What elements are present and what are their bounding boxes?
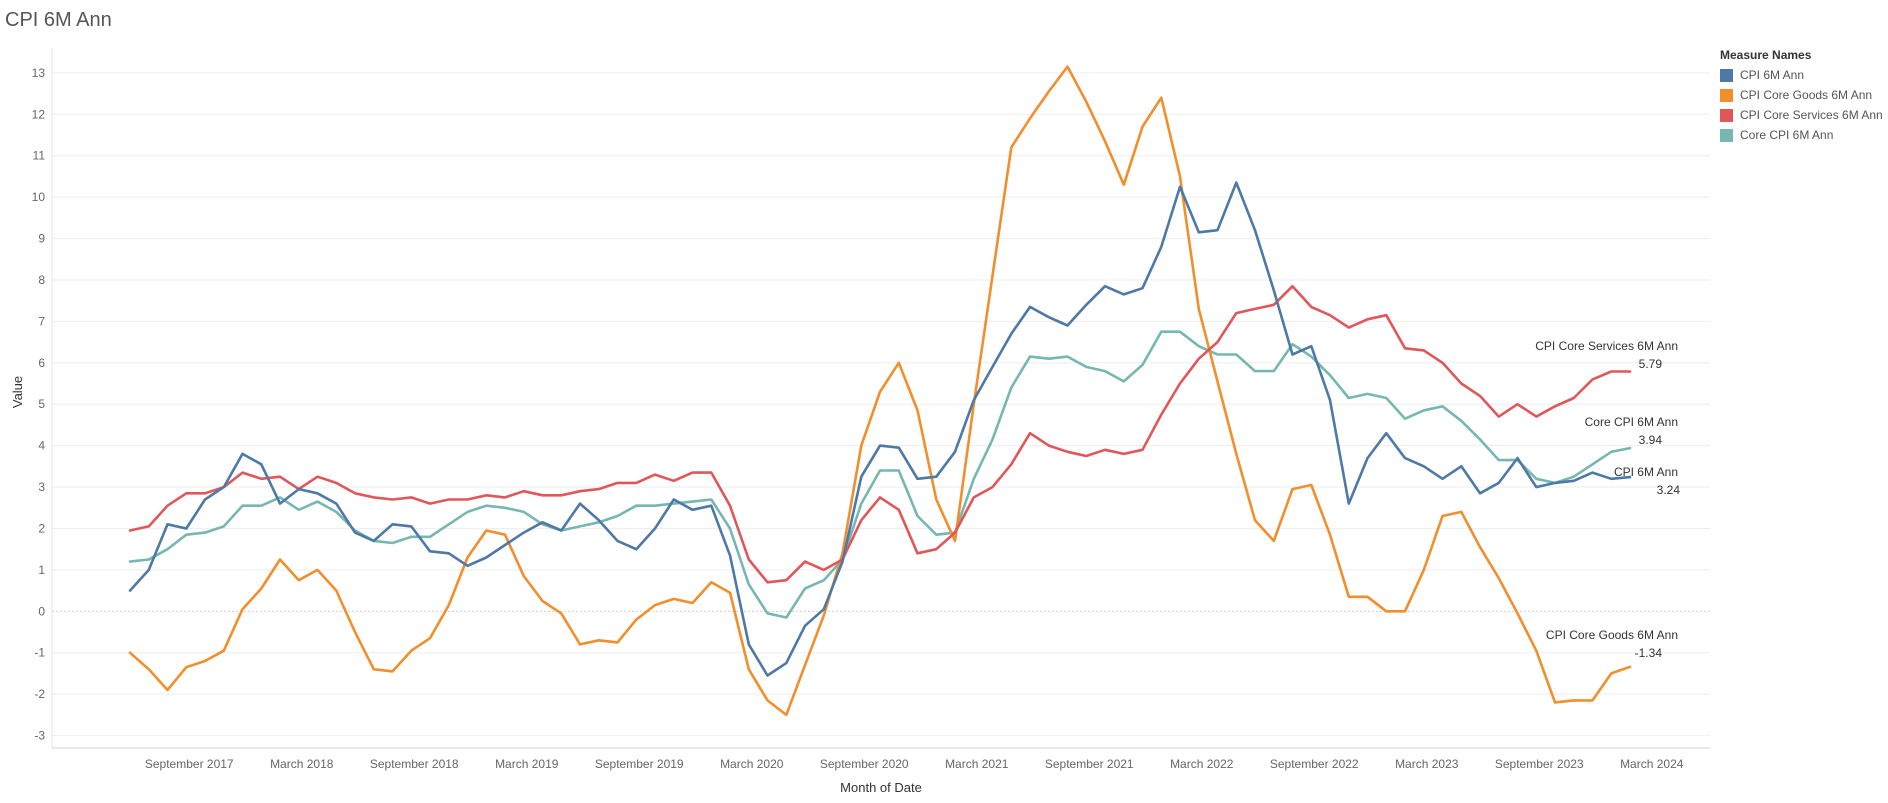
end-label-name: CPI Core Goods 6M Ann xyxy=(1546,628,1678,642)
legend-item[interactable]: CPI Core Services 6M Ann xyxy=(1720,105,1885,125)
end-label-value: 5.79 xyxy=(1639,357,1663,371)
x-tick-label: September 2017 xyxy=(145,757,234,771)
y-tick-label: -3 xyxy=(34,729,45,743)
legend-swatch xyxy=(1720,88,1733,102)
y-tick-label: 7 xyxy=(38,314,45,328)
legend-item[interactable]: CPI Core Goods 6M Ann xyxy=(1720,85,1885,105)
legend-title: Measure Names xyxy=(1720,48,1812,62)
legend-label: CPI 6M Ann xyxy=(1740,68,1805,82)
grid xyxy=(52,72,1710,737)
series-lines xyxy=(128,65,1632,717)
y-tick-label: 11 xyxy=(33,149,46,163)
legend-swatch xyxy=(1720,128,1733,142)
x-tick-label: March 2019 xyxy=(495,757,559,771)
y-tick-label: 2 xyxy=(38,521,45,535)
end-label-name: CPI 6M Ann xyxy=(1614,465,1678,479)
y-tick-label: 13 xyxy=(32,66,46,80)
y-tick-label: 9 xyxy=(38,232,45,246)
chart-title: CPI 6M Ann xyxy=(5,9,112,31)
x-tick-label: March 2018 xyxy=(270,757,334,771)
series-line-2 xyxy=(128,284,1632,584)
legend: Measure Names CPI 6M Ann CPI Core Goods 6… xyxy=(1720,48,1885,145)
x-tick-label: March 2021 xyxy=(945,757,1009,771)
legend-swatch xyxy=(1720,108,1733,122)
legend-label: Core CPI 6M Ann xyxy=(1740,128,1834,142)
legend-item[interactable]: CPI 6M Ann xyxy=(1720,65,1885,85)
x-tick-label: September 2021 xyxy=(1045,757,1134,771)
legend-label: CPI Core Services 6M Ann xyxy=(1740,108,1883,122)
x-axis-title: Month of Date xyxy=(840,780,922,795)
y-tick-label: 8 xyxy=(38,273,45,287)
series-line-1 xyxy=(128,65,1632,717)
x-tick-label: September 2022 xyxy=(1270,757,1359,771)
legend-swatch xyxy=(1720,68,1733,82)
y-tick-label: 3 xyxy=(38,480,45,494)
legend-item[interactable]: Core CPI 6M Ann xyxy=(1720,125,1885,145)
x-tick-label: September 2018 xyxy=(370,757,459,771)
legend-items: CPI 6M Ann CPI Core Goods 6M Ann CPI Core … xyxy=(1720,65,1885,145)
x-tick-label: September 2019 xyxy=(595,757,684,771)
end-label-value: 3.94 xyxy=(1639,433,1663,447)
x-tick-label: September 2020 xyxy=(820,757,909,771)
legend-label: CPI Core Goods 6M Ann xyxy=(1740,88,1873,102)
y-tick-label: 5 xyxy=(38,397,45,411)
x-tick-label: March 2024 xyxy=(1620,757,1684,771)
y-tick-label: 0 xyxy=(38,604,45,618)
x-tick-label: March 2022 xyxy=(1170,757,1234,771)
series-line-0 xyxy=(128,181,1632,677)
y-tick-label: 1 xyxy=(38,563,45,577)
end-label-value: 3.24 xyxy=(1657,483,1681,497)
y-tick-label: 10 xyxy=(32,190,46,204)
x-tick-label: September 2023 xyxy=(1495,757,1584,771)
y-tick-label: 12 xyxy=(32,107,46,121)
end-label-value: -1.34 xyxy=(1635,646,1663,660)
y-tick-label: -1 xyxy=(34,646,45,660)
y-tick-label: -2 xyxy=(34,687,45,701)
x-tick-label: March 2023 xyxy=(1395,757,1459,771)
end-label-name: CPI Core Services 6M Ann xyxy=(1535,339,1678,353)
x-tick-label: March 2020 xyxy=(720,757,784,771)
y-tick-label: 4 xyxy=(38,439,45,453)
series-line-3 xyxy=(128,330,1632,619)
end-labels: CPI Core Services 6M Ann 5.79 Core CPI 6M … xyxy=(1535,339,1680,660)
end-label-name: Core CPI 6M Ann xyxy=(1585,415,1678,429)
x-axis: September 2017 March 2018 September 2018 Ma… xyxy=(145,757,1684,771)
y-axis-title: Value xyxy=(10,376,25,408)
y-tick-label: 6 xyxy=(38,356,45,370)
